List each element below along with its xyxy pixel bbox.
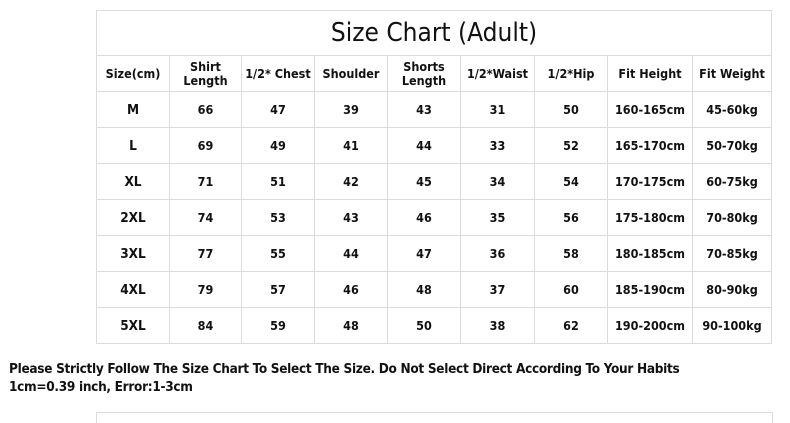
table-cell: 36	[460, 235, 535, 272]
table-cell: 55	[241, 235, 315, 272]
table-cell: 49	[241, 127, 315, 164]
table-cell: 54	[534, 163, 608, 200]
table-cell: 71	[169, 163, 242, 200]
size-label: 3XL	[96, 235, 170, 272]
column-header: Fit Height	[607, 55, 693, 92]
table-cell: 48	[387, 271, 461, 308]
table-cell: 44	[314, 235, 388, 272]
table-cell: 62	[534, 307, 608, 344]
table-row: XL 71 51 42 45 34 54 170-175cm 60-75kg	[96, 163, 773, 200]
table-cell: 56	[534, 199, 608, 236]
table-cell: 39	[314, 91, 388, 128]
table-cell: 70-85kg	[691, 235, 773, 272]
table-row: M 66 47 39 43 31 50 160-165cm 45-60kg	[96, 91, 773, 128]
column-header: 1/2* Chest	[241, 55, 315, 92]
table-cell: 66	[169, 91, 242, 128]
table-cell: 80-90kg	[691, 271, 773, 308]
size-chart-table: Size Chart (Adult) Size(cm) Shirt Length 1…	[95, 10, 773, 344]
table-cell: 43	[314, 199, 388, 236]
column-header: Shorts Length	[387, 55, 461, 92]
column-header: Size(cm)	[96, 55, 170, 92]
table-cell: 79	[169, 271, 242, 308]
table-cell: 175-180cm	[607, 199, 693, 236]
table-cell: 45	[387, 163, 461, 200]
table-cell: 46	[314, 271, 388, 308]
column-header: Shirt Length	[169, 55, 242, 92]
size-label: 4XL	[96, 271, 170, 308]
table-cell: 59	[241, 307, 315, 344]
size-note: Please Strictly Follow The Size Chart To…	[9, 360, 680, 396]
column-header: Fit Weight	[691, 55, 773, 92]
note-line: Please Strictly Follow The Size Chart To…	[9, 361, 680, 377]
table-cell: 41	[314, 127, 388, 164]
table-cell: 60	[534, 271, 608, 308]
table-row: 5XL 84 59 48 50 38 62 190-200cm 90-100kg	[96, 307, 773, 344]
table-cell: 47	[241, 91, 315, 128]
table-cell: 190-200cm	[607, 307, 693, 344]
table-cell: 34	[460, 163, 535, 200]
table-cell: 90-100kg	[691, 307, 773, 344]
table-cell: 35	[460, 199, 535, 236]
note-line: 1cm=0.39 inch, Error:1-3cm	[9, 379, 193, 395]
table-cell: 180-185cm	[607, 235, 693, 272]
table-cell: 58	[534, 235, 608, 272]
size-label: L	[96, 127, 170, 164]
table-cell: 50	[387, 307, 461, 344]
table-cell: 57	[241, 271, 315, 308]
table-cell: 53	[241, 199, 315, 236]
chart-title: Size Chart (Adult)	[95, 10, 773, 56]
table-cell: 43	[387, 91, 461, 128]
table-cell: 50	[534, 91, 608, 128]
table-cell: 74	[169, 199, 242, 236]
table-cell: 46	[387, 199, 461, 236]
table-cell: 31	[460, 91, 535, 128]
table-cell: 51	[241, 163, 315, 200]
table-cell: 52	[534, 127, 608, 164]
table-row: 3XL 77 55 44 47 36 58 180-185cm 70-85kg	[96, 235, 773, 272]
column-header: 1/2*Hip	[534, 55, 608, 92]
table-cell: 170-175cm	[607, 163, 693, 200]
table-cell: 185-190cm	[607, 271, 693, 308]
table-cell: 45-60kg	[691, 91, 773, 128]
size-label: 5XL	[96, 307, 170, 344]
table-cell: 165-170cm	[607, 127, 693, 164]
table-cell: 69	[169, 127, 242, 164]
table-cell: 47	[387, 235, 461, 272]
table-cell: 44	[387, 127, 461, 164]
table-cell: 37	[460, 271, 535, 308]
table-row: L 69 49 41 44 33 52 165-170cm 50-70kg	[96, 127, 773, 164]
table-cell: 77	[169, 235, 242, 272]
table-cell: 38	[460, 307, 535, 344]
table-cell: 50-70kg	[691, 127, 773, 164]
table-cell: 160-165cm	[607, 91, 693, 128]
table-cell: 48	[314, 307, 388, 344]
table-cell: 60-75kg	[691, 163, 773, 200]
table-cell: 33	[460, 127, 535, 164]
size-label: XL	[96, 163, 170, 200]
table-row: 2XL 74 53 43 46 35 56 175-180cm 70-80kg	[96, 199, 773, 236]
table-cell: 70-80kg	[691, 199, 773, 236]
next-table-edge	[96, 412, 773, 423]
table-cell: 42	[314, 163, 388, 200]
header-row: Size(cm) Shirt Length 1/2* Chest Shoulder Sh…	[96, 55, 773, 92]
column-header: 1/2*Waist	[460, 55, 535, 92]
table-row: 4XL 79 57 46 48 37 60 185-190cm 80-90kg	[96, 271, 773, 308]
table-cell: 84	[169, 307, 242, 344]
size-label: M	[96, 91, 170, 128]
column-header: Shoulder	[314, 55, 388, 92]
size-label: 2XL	[96, 199, 170, 236]
